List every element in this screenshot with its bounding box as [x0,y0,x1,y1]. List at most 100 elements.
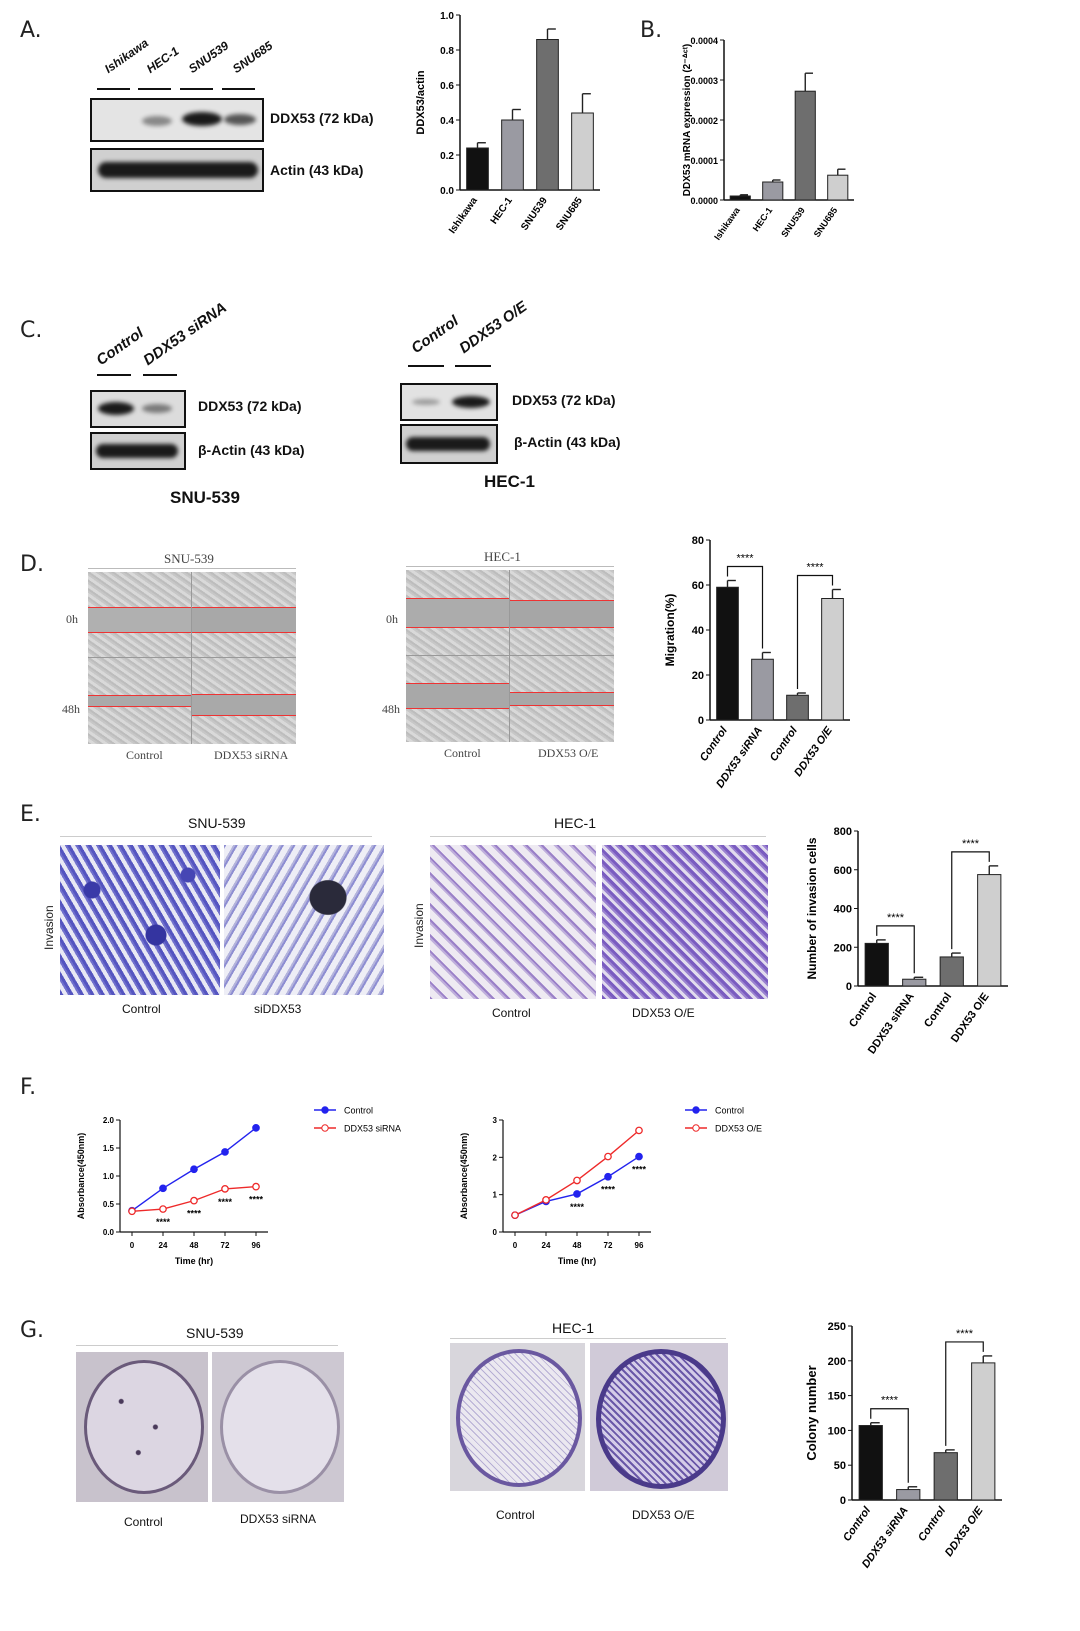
data-point [221,1148,229,1156]
y-tick-label: 2 [493,1153,498,1162]
y-axis-label: Colony number [804,1365,819,1460]
category-label: HEC-1 [489,195,515,226]
bar [786,694,809,721]
divider [88,568,296,569]
caption: DDX53 O/E [632,1508,695,1522]
lane-label: HEC-1 [143,43,182,76]
bar [536,39,559,191]
y-tick-label: 0 [840,1495,846,1507]
bar [933,1452,958,1501]
y-axis-label: DDX53 mRNA expression (2⁻ᐞᶜᵗ) [682,44,693,196]
y-tick-label: 1.5 [103,1144,115,1153]
data-point [573,1176,581,1185]
chart-growth-hec1: 0 1 2 3 0 24 48 72 96 Time (hr) Absorbance(450nm) C… [459,1106,762,1267]
divider [406,655,614,656]
x-tick-label: 96 [252,1241,261,1250]
panel-label-f: F. [20,1075,37,1100]
wound-gap [406,598,510,628]
y-tick-label: 400 [834,904,852,916]
significance-label: **** [187,1209,202,1219]
category-label: Control [841,1504,874,1544]
image-title: SNU-539 [186,1325,244,1341]
y-tick-label: 0.6 [440,81,454,92]
caption: DDX53 O/E [538,746,599,760]
actin-blot-strip [400,424,498,464]
y-tick-label: 1.0 [440,11,454,22]
bar [939,956,964,987]
panel-label-g: G. [20,1318,45,1343]
legend-marker [321,1124,329,1132]
legend-label: DDX53 O/E [715,1124,762,1134]
legend-label: Control [344,1106,373,1116]
blot-label-actin: β-Actin (43 kDa) [198,442,305,458]
x-tick-label: 48 [573,1241,582,1250]
bar [466,147,489,191]
category-label: SNU539 [779,205,807,239]
significance-bracket [796,574,834,689]
y-tick-label: 20 [692,670,704,682]
y-tick-label: 250 [828,1321,846,1333]
category-label: Ishikawa [712,205,742,242]
data-point [190,1165,198,1174]
caption: siDDX53 [254,1002,302,1016]
band [142,116,172,126]
significance-label: **** [962,838,980,850]
colony-plate-image [590,1343,728,1491]
image-title: SNU-539 [188,815,246,831]
x-tick-label: 48 [190,1241,199,1250]
invasion-image-sirna [224,845,384,995]
bar [729,195,751,201]
y-tick-label: 600 [834,865,852,877]
category-label: Control [768,724,801,764]
y-tick-label: 200 [828,1356,846,1368]
category-label: Control [922,991,954,1030]
bar [902,978,927,987]
y-tick-label: 3 [493,1116,498,1125]
x-axis-label: Time (hr) [175,1256,213,1266]
panel-label-d: D. [20,552,44,577]
panel-label-b: B. [640,18,663,43]
y-tick-label: 0 [698,715,704,727]
caption: Control [496,1508,535,1522]
divider [509,570,510,742]
side-label: Invasion [42,905,56,950]
y-tick-label: 0 [493,1228,498,1237]
legend-marker [692,1124,700,1132]
band [452,396,490,408]
data-point [252,1123,260,1132]
legend-label: Control [715,1106,744,1116]
caption: DDX53 O/E [632,1006,695,1020]
y-axis-label: DDX53/actin [415,70,427,134]
bar [571,112,594,191]
data-point [159,1184,167,1193]
bar [501,119,524,191]
y-tick-label: 200 [834,942,852,954]
y-tick-label: 0.4 [440,116,454,127]
significance-label: **** [570,1202,585,1212]
significance-bracket [870,1408,909,1483]
y-tick-label: 0.2 [440,151,454,162]
y-tick-label: 0.0000 [690,196,718,206]
y-tick-label: 800 [834,826,852,838]
y-tick-label: 0 [846,981,852,993]
bar [821,598,844,721]
colony-plate-image [450,1343,585,1491]
lane-bar [143,374,177,376]
lane-label: Ishikawa [101,35,151,76]
band [182,112,222,126]
y-tick-label: 0.0002 [690,116,718,126]
y-tick-label: 80 [692,535,704,547]
panel-label-e: E. [20,802,41,827]
significance-bracket [951,851,990,950]
category-label: DDX53 O/E [949,991,992,1045]
image-title: HEC-1 [554,815,597,831]
y-tick-label: 0.5 [103,1200,115,1209]
timepoint-label: 0h [66,612,78,626]
significance-bracket [945,1341,984,1446]
significance-label: **** [218,1197,233,1207]
wound-healing-image [406,570,614,742]
colony-plate-image [212,1352,344,1502]
divider [76,1345,338,1346]
significance-label: **** [887,912,905,924]
